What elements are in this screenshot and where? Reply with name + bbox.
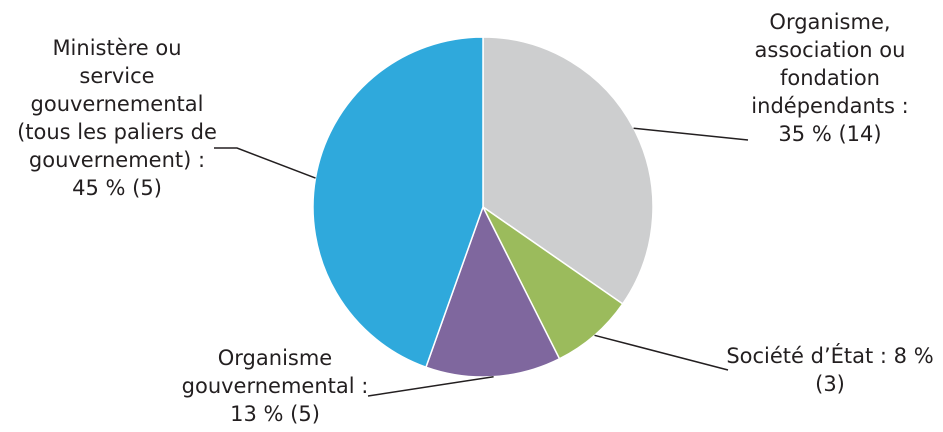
slice-label-line: 13 % (5) xyxy=(230,402,320,426)
slice-label-line: Société d’État : 8 % xyxy=(726,344,934,368)
slice-label-line: Organisme xyxy=(217,346,333,370)
slice-label-line: (3) xyxy=(815,372,845,396)
slice-label-line: 35 % (14) xyxy=(778,122,882,146)
slice-label-line: gouvernement) : xyxy=(28,148,206,172)
slice-label-line: indépendants : xyxy=(751,94,909,118)
slice-label-line: service xyxy=(79,64,155,88)
pie-slice-independent-organization xyxy=(482,36,654,305)
slice-label-government-organization: Organisme gouvernemental : 13 % (5) xyxy=(160,344,390,428)
leader-line-independent-organization xyxy=(633,127,749,141)
slice-label-line: 45 % (5) xyxy=(72,176,162,200)
slice-label-government-department: Ministère ou service gouvernemental (tou… xyxy=(2,34,232,202)
slice-label-line: association ou xyxy=(754,38,906,62)
leader-line-government-organization xyxy=(367,375,494,397)
slice-label-line: Organisme, xyxy=(769,10,891,34)
slice-label-line: Ministère ou xyxy=(52,36,182,60)
slice-label-crown-corporation: Société d’État : 8 % (3) xyxy=(720,342,940,398)
leader-line-government-department xyxy=(214,147,316,179)
slice-label-independent-organization: Organisme, association ou fondation indé… xyxy=(730,8,930,148)
slice-label-line: gouvernemental : xyxy=(181,374,369,398)
slice-label-line: (tous les paliers de xyxy=(17,120,217,144)
slice-label-line: gouvernemental xyxy=(30,92,204,116)
slice-label-line: fondation xyxy=(780,66,880,90)
leader-line-crown-corporation xyxy=(594,334,729,371)
